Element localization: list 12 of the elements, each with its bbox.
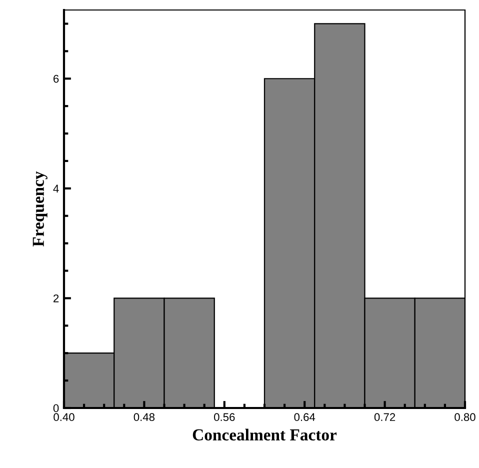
x-tick-label: 0.40 xyxy=(54,413,74,422)
y-tick-label: 0 xyxy=(53,404,59,412)
x-tick-label: 0.80 xyxy=(454,413,476,422)
y-tick-label: 2 xyxy=(54,294,59,302)
y-tick-label: 4 xyxy=(53,184,59,192)
x-axis-title: Concealment Factor xyxy=(192,428,337,441)
y-axis-title: Frequency xyxy=(32,171,48,247)
y-tick-label: 6 xyxy=(54,74,59,83)
x-tick-label: 0.72 xyxy=(374,413,396,422)
x-tick-label: 0.56 xyxy=(214,413,235,422)
x-tick-label: 0.48 xyxy=(134,413,155,422)
x-tick-label: 0.64 xyxy=(294,413,316,422)
